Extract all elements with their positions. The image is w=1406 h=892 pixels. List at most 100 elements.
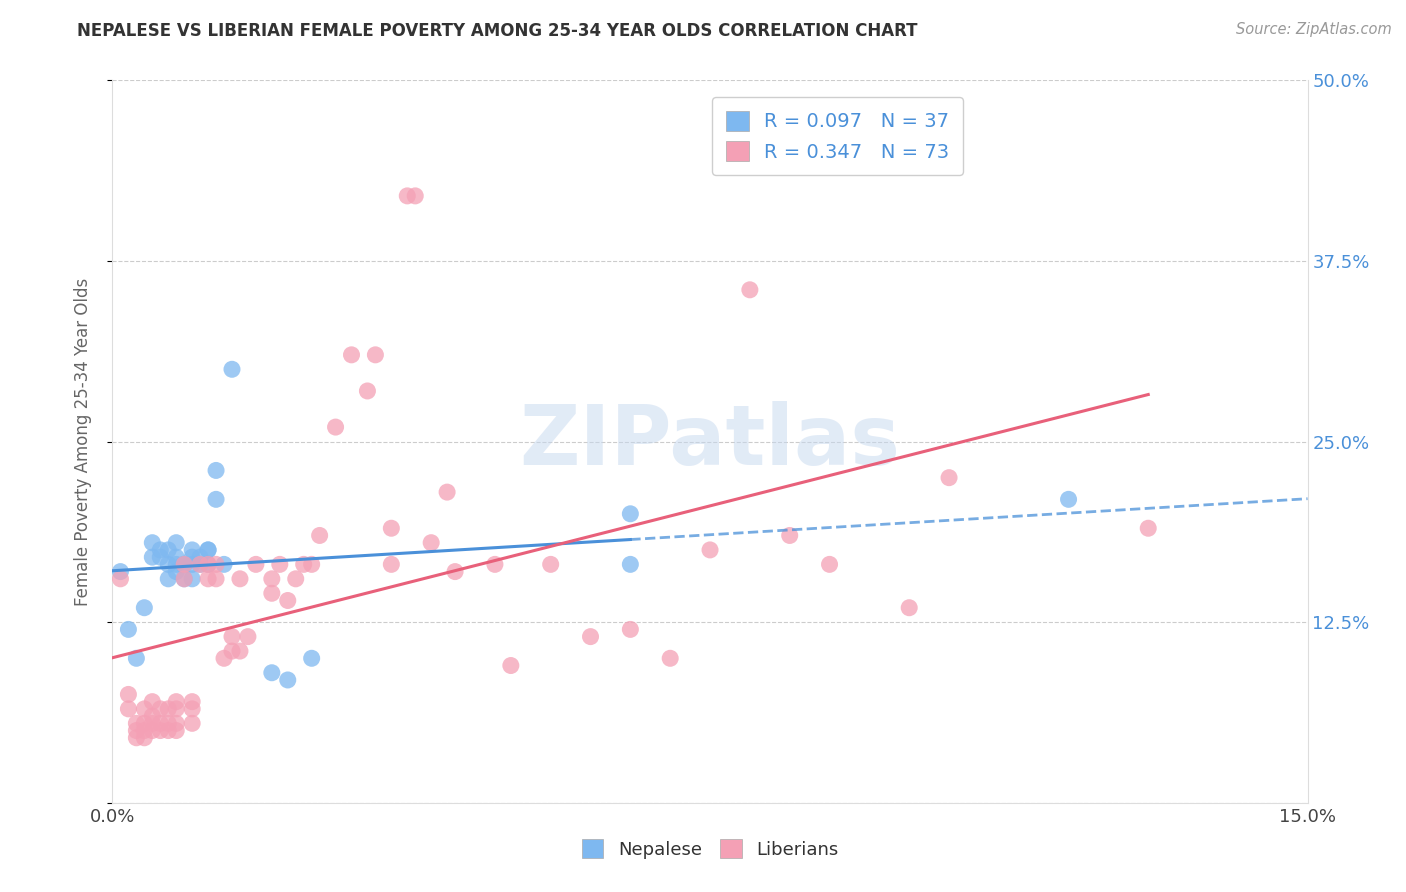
- Point: [141, 723, 163, 738]
- Point: [197, 558, 219, 572]
- Point: [181, 542, 204, 557]
- Point: [149, 702, 172, 716]
- Point: [292, 558, 315, 572]
- Point: [157, 558, 180, 572]
- Point: [141, 716, 163, 731]
- Point: [173, 572, 195, 586]
- Point: [181, 695, 204, 709]
- Point: [165, 558, 187, 572]
- Point: [188, 558, 211, 572]
- Point: [149, 723, 172, 738]
- Point: [1057, 492, 1080, 507]
- Point: [205, 572, 228, 586]
- Point: [205, 558, 228, 572]
- Point: [165, 550, 187, 565]
- Point: [619, 623, 641, 637]
- Point: [380, 521, 402, 535]
- Point: [117, 702, 139, 716]
- Point: [197, 558, 219, 572]
- Point: [125, 731, 148, 745]
- Text: Source: ZipAtlas.com: Source: ZipAtlas.com: [1236, 22, 1392, 37]
- Point: [157, 572, 180, 586]
- Point: [229, 572, 252, 586]
- Point: [110, 565, 132, 579]
- Text: ZIPatlas: ZIPatlas: [520, 401, 900, 482]
- Point: [277, 673, 299, 687]
- Point: [165, 695, 187, 709]
- Point: [117, 687, 139, 701]
- Point: [898, 600, 921, 615]
- Point: [236, 630, 259, 644]
- Point: [444, 565, 467, 579]
- Point: [197, 572, 219, 586]
- Point: [173, 558, 195, 572]
- Point: [619, 558, 641, 572]
- Point: [181, 550, 204, 565]
- Point: [738, 283, 761, 297]
- Point: [134, 723, 156, 738]
- Point: [659, 651, 682, 665]
- Point: [125, 723, 148, 738]
- Point: [173, 558, 195, 572]
- Point: [134, 731, 156, 745]
- Point: [436, 485, 458, 500]
- Point: [818, 558, 841, 572]
- Point: [212, 651, 235, 665]
- Point: [260, 586, 283, 600]
- Point: [173, 558, 195, 572]
- Point: [221, 630, 243, 644]
- Point: [110, 572, 132, 586]
- Point: [157, 723, 180, 738]
- Point: [484, 558, 506, 572]
- Point: [245, 558, 267, 572]
- Text: NEPALESE VS LIBERIAN FEMALE POVERTY AMONG 25-34 YEAR OLDS CORRELATION CHART: NEPALESE VS LIBERIAN FEMALE POVERTY AMON…: [77, 22, 918, 40]
- Point: [404, 189, 426, 203]
- Point: [229, 644, 252, 658]
- Point: [181, 702, 204, 716]
- Point: [308, 528, 330, 542]
- Point: [284, 572, 307, 586]
- Point: [117, 623, 139, 637]
- Point: [125, 651, 148, 665]
- Point: [141, 550, 163, 565]
- Point: [157, 542, 180, 557]
- Legend: Nepalese, Liberians: Nepalese, Liberians: [575, 832, 845, 866]
- Point: [141, 695, 163, 709]
- Point: [125, 716, 148, 731]
- Point: [188, 550, 211, 565]
- Point: [181, 572, 204, 586]
- Point: [197, 542, 219, 557]
- Point: [356, 384, 378, 398]
- Point: [420, 535, 443, 549]
- Point: [579, 630, 602, 644]
- Point: [938, 470, 960, 484]
- Point: [157, 702, 180, 716]
- Point: [181, 558, 204, 572]
- Point: [301, 651, 323, 665]
- Point: [165, 702, 187, 716]
- Point: [779, 528, 801, 542]
- Y-axis label: Female Poverty Among 25-34 Year Olds: Female Poverty Among 25-34 Year Olds: [73, 277, 91, 606]
- Point: [165, 723, 187, 738]
- Point: [134, 600, 156, 615]
- Point: [149, 542, 172, 557]
- Point: [277, 593, 299, 607]
- Point: [396, 189, 419, 203]
- Point: [134, 716, 156, 731]
- Point: [134, 702, 156, 716]
- Point: [619, 507, 641, 521]
- Point: [540, 558, 562, 572]
- Point: [181, 716, 204, 731]
- Point: [173, 572, 195, 586]
- Point: [301, 558, 323, 572]
- Point: [205, 492, 228, 507]
- Point: [205, 463, 228, 477]
- Point: [141, 535, 163, 549]
- Point: [141, 709, 163, 723]
- Point: [380, 558, 402, 572]
- Point: [188, 558, 211, 572]
- Point: [165, 716, 187, 731]
- Point: [1137, 521, 1160, 535]
- Point: [197, 542, 219, 557]
- Point: [499, 658, 522, 673]
